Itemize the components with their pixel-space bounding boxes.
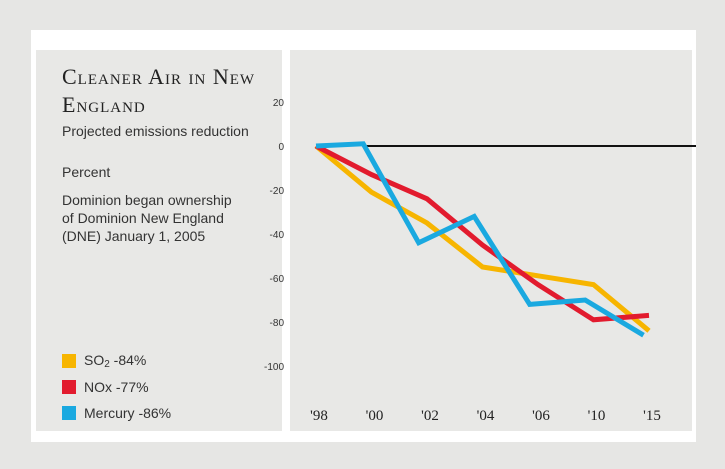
ownership-note: Dominion began ownership of Dominion New… <box>62 192 232 244</box>
x-tick-label: '10 <box>588 408 606 424</box>
x-tick-label: '98 <box>310 408 328 424</box>
y-tick-label: -40 <box>270 230 285 241</box>
x-tick-label: '06 <box>532 408 550 424</box>
legend-swatch-nox <box>62 380 76 394</box>
legend-item-so2: SO2 -84% <box>62 348 171 374</box>
y-tick-label: 0 <box>278 142 284 153</box>
legend-swatch-so2 <box>62 354 76 368</box>
y-tick-label: -60 <box>270 274 285 285</box>
series-line-so2 <box>314 144 651 333</box>
legend: SO2 -84% NOx -77% Mercury -86% <box>62 348 171 426</box>
x-tick-label: '02 <box>421 408 439 424</box>
x-tick-label: '04 <box>477 408 495 424</box>
legend-label-so2: SO2 -84% <box>84 352 147 370</box>
info-panel <box>36 50 282 431</box>
series-line-nox <box>314 143 650 323</box>
legend-swatch-mercury <box>62 406 76 420</box>
series-line-mercury <box>315 141 645 338</box>
y-tick-label: 20 <box>273 98 285 109</box>
x-tick-label: '00 <box>366 408 384 424</box>
x-tick-label: '15 <box>643 408 661 424</box>
y-tick-label: -80 <box>270 318 285 329</box>
legend-item-mercury: Mercury -86% <box>62 400 171 426</box>
y-tick-label: -20 <box>270 186 285 197</box>
chart-title: Cleaner Air in New England <box>62 64 256 117</box>
legend-label-mercury: Mercury -86% <box>84 405 172 421</box>
y-tick-label: -100 <box>264 362 284 373</box>
legend-label-nox: NOx -77% <box>84 379 149 395</box>
y-unit-label: Percent <box>62 164 111 180</box>
legend-item-nox: NOx -77% <box>62 374 171 400</box>
chart-subtitle: Projected emissions reduction <box>62 123 249 139</box>
